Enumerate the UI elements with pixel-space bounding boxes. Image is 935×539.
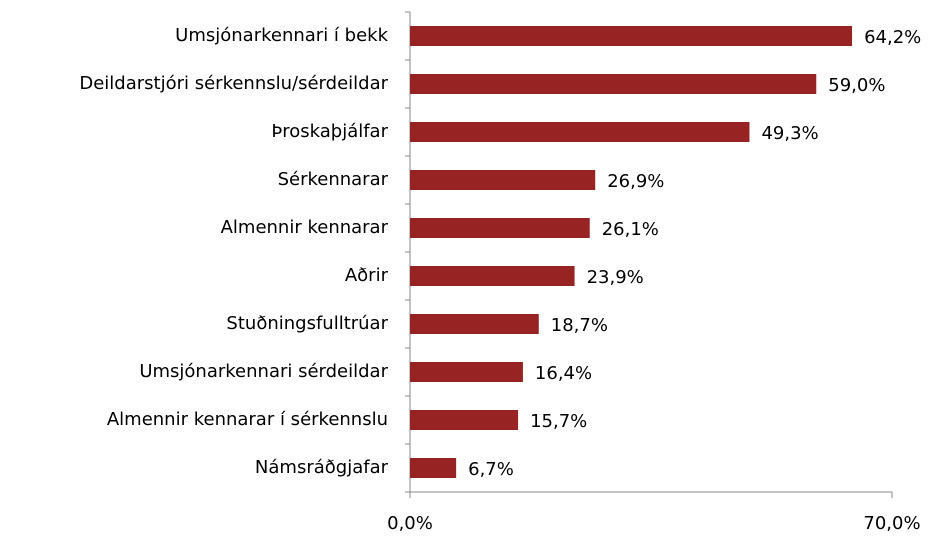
bar <box>410 74 817 94</box>
value-label: 15,7% <box>530 411 587 432</box>
value-label: 49,3% <box>761 123 818 144</box>
y-tick-label: Sérkennarar <box>278 169 389 190</box>
value-label: 64,2% <box>864 27 921 48</box>
value-label: 16,4% <box>535 363 592 384</box>
y-tick-label: Deildarstjóri sérkennslu/sérdeildar <box>79 73 388 94</box>
value-label: 18,7% <box>551 315 608 336</box>
y-tick-label: Umsjónarkennari sérdeildar <box>139 361 388 382</box>
y-tick-label: Aðrir <box>345 265 389 286</box>
bar <box>410 458 457 478</box>
y-tick-label: Stuðningsfulltrúar <box>226 313 388 334</box>
x-tick-label: 70,0% <box>863 513 920 534</box>
value-label: 6,7% <box>468 459 514 480</box>
value-label: 26,1% <box>602 219 659 240</box>
bar <box>410 218 590 238</box>
value-label: 23,9% <box>587 267 644 288</box>
y-tick-label: Umsjónarkennari í bekk <box>175 25 388 46</box>
bar <box>410 266 575 286</box>
y-tick-label: Þroskaþjálfar <box>271 121 388 142</box>
bar <box>410 314 539 334</box>
y-tick-label: Námsráðgjafar <box>255 457 389 478</box>
bar <box>410 362 523 382</box>
value-label: 59,0% <box>828 75 885 96</box>
y-tick-label: Almennir kennarar í sérkennslu <box>107 409 388 430</box>
x-tick-label: 0,0% <box>387 513 433 534</box>
value-label: 26,9% <box>607 171 664 192</box>
bar <box>410 26 853 46</box>
bar <box>410 410 519 430</box>
bar <box>410 122 750 142</box>
y-tick-label: Almennir kennarar <box>221 217 389 238</box>
bar <box>410 170 596 190</box>
